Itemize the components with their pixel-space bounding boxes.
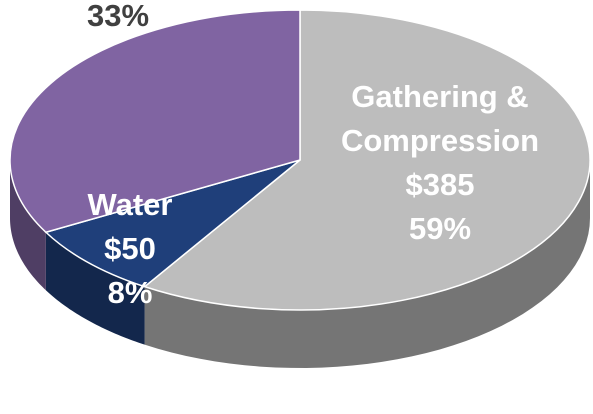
- slice-label: Water $50 8%: [60, 183, 200, 315]
- slice: [9, 9, 301, 234]
- slice-side: [45, 232, 145, 345]
- percent-label: 8%: [107, 275, 153, 310]
- slice: [143, 9, 591, 311]
- slice-side: [10, 160, 46, 291]
- slice-label: Gathering & Compression $385 59%: [325, 75, 555, 251]
- slice: [44, 159, 301, 288]
- category-label: Gathering & Compression: [340, 79, 540, 158]
- amount-label: $50: [104, 231, 156, 266]
- slice-label: 33%: [58, 0, 178, 38]
- slice-side: [144, 160, 590, 368]
- percent-label: 59%: [408, 211, 472, 246]
- amount-label: $385: [405, 167, 475, 202]
- category-label: Water: [87, 187, 173, 222]
- percent-label: 33%: [86, 0, 150, 33]
